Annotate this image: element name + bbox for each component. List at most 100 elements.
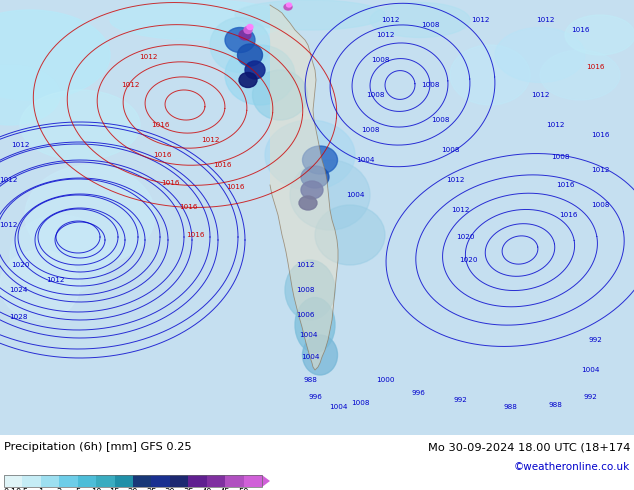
- Text: 0.1: 0.1: [4, 488, 17, 490]
- Bar: [41, 475, 60, 487]
- Text: 1016: 1016: [571, 27, 589, 33]
- Text: 1016: 1016: [161, 180, 179, 186]
- Ellipse shape: [225, 27, 255, 52]
- Ellipse shape: [247, 24, 253, 29]
- Text: 1004: 1004: [581, 367, 599, 373]
- Text: 40: 40: [202, 488, 212, 490]
- Bar: [22, 475, 41, 487]
- Text: 35: 35: [183, 488, 193, 490]
- Ellipse shape: [301, 166, 329, 188]
- Bar: [4, 475, 262, 487]
- Bar: [225, 475, 243, 487]
- Ellipse shape: [239, 73, 257, 88]
- Text: 1008: 1008: [361, 127, 379, 133]
- Text: 1: 1: [38, 488, 44, 490]
- Bar: [96, 475, 115, 487]
- Text: 1012: 1012: [201, 137, 219, 143]
- Ellipse shape: [302, 146, 337, 174]
- Text: 988: 988: [303, 377, 317, 383]
- Text: 1008: 1008: [551, 154, 569, 160]
- Ellipse shape: [495, 27, 585, 82]
- Bar: [4, 475, 22, 487]
- Ellipse shape: [244, 26, 252, 33]
- Ellipse shape: [10, 215, 110, 295]
- Text: 1004: 1004: [356, 157, 374, 163]
- Text: 1012: 1012: [451, 207, 469, 213]
- Text: 1008: 1008: [371, 57, 389, 63]
- Text: 1012: 1012: [591, 167, 609, 173]
- Text: 1016: 1016: [179, 204, 197, 210]
- Text: 1008: 1008: [366, 92, 384, 98]
- Ellipse shape: [245, 61, 265, 79]
- Text: Precipitation (6h) [mm] GFS 0.25: Precipitation (6h) [mm] GFS 0.25: [4, 442, 191, 452]
- Bar: [188, 475, 207, 487]
- Ellipse shape: [210, 18, 270, 73]
- Text: 1000: 1000: [376, 377, 394, 383]
- Text: 1012: 1012: [0, 177, 17, 183]
- Text: 15: 15: [109, 488, 120, 490]
- Text: 1012: 1012: [446, 177, 464, 183]
- Text: 996: 996: [411, 390, 425, 396]
- Ellipse shape: [238, 44, 262, 66]
- Text: 992: 992: [453, 397, 467, 403]
- Text: 1004: 1004: [346, 192, 365, 198]
- Ellipse shape: [370, 2, 470, 38]
- Ellipse shape: [235, 0, 385, 30]
- Bar: [170, 475, 188, 487]
- Text: 1016: 1016: [591, 132, 609, 138]
- Text: 1016: 1016: [586, 64, 604, 70]
- Text: 1004: 1004: [299, 332, 317, 338]
- Text: 1012: 1012: [295, 262, 314, 268]
- Ellipse shape: [299, 196, 317, 210]
- Text: 988: 988: [503, 404, 517, 410]
- Ellipse shape: [110, 0, 290, 40]
- Ellipse shape: [540, 50, 620, 100]
- Text: 1020: 1020: [456, 234, 474, 240]
- Ellipse shape: [315, 205, 385, 265]
- Text: 1008: 1008: [591, 202, 609, 208]
- Text: 1016: 1016: [559, 212, 577, 218]
- Bar: [115, 475, 133, 487]
- Polygon shape: [270, 5, 338, 370]
- Text: 1006: 1006: [295, 312, 314, 318]
- Ellipse shape: [565, 15, 634, 55]
- Text: 1008: 1008: [421, 22, 439, 28]
- Text: 25: 25: [146, 488, 157, 490]
- Text: 50: 50: [238, 488, 249, 490]
- Ellipse shape: [295, 297, 335, 352]
- Text: 1016: 1016: [226, 184, 244, 190]
- Text: 1008: 1008: [351, 400, 369, 406]
- Ellipse shape: [290, 160, 370, 230]
- Text: 5: 5: [75, 488, 81, 490]
- Text: 1004: 1004: [301, 354, 320, 360]
- Text: 45: 45: [220, 488, 230, 490]
- Text: 1016: 1016: [151, 122, 169, 128]
- Text: 2: 2: [56, 488, 62, 490]
- Text: 20: 20: [127, 488, 138, 490]
- Text: 1028: 1028: [9, 314, 27, 320]
- Text: 1012: 1012: [471, 17, 489, 23]
- Text: 1012: 1012: [381, 17, 399, 23]
- Text: 1012: 1012: [11, 142, 29, 148]
- Text: 1020: 1020: [459, 257, 477, 263]
- Ellipse shape: [225, 45, 295, 105]
- Ellipse shape: [302, 335, 337, 375]
- Text: 1012: 1012: [139, 54, 157, 60]
- Text: 1012: 1012: [46, 277, 64, 283]
- Text: 996: 996: [308, 394, 322, 400]
- Text: 1012: 1012: [0, 222, 17, 228]
- Ellipse shape: [285, 260, 335, 320]
- Text: 992: 992: [588, 337, 602, 343]
- Bar: [133, 475, 152, 487]
- Ellipse shape: [284, 4, 292, 10]
- Text: Mo 30-09-2024 18.00 UTC (18+174: Mo 30-09-2024 18.00 UTC (18+174: [427, 442, 630, 452]
- Bar: [60, 475, 78, 487]
- Text: 1008: 1008: [441, 147, 459, 153]
- Text: 1016: 1016: [556, 182, 574, 188]
- Text: 1016: 1016: [153, 152, 171, 158]
- Bar: [207, 475, 225, 487]
- Ellipse shape: [265, 120, 355, 190]
- Ellipse shape: [20, 90, 140, 160]
- Ellipse shape: [239, 30, 251, 40]
- Polygon shape: [262, 475, 270, 487]
